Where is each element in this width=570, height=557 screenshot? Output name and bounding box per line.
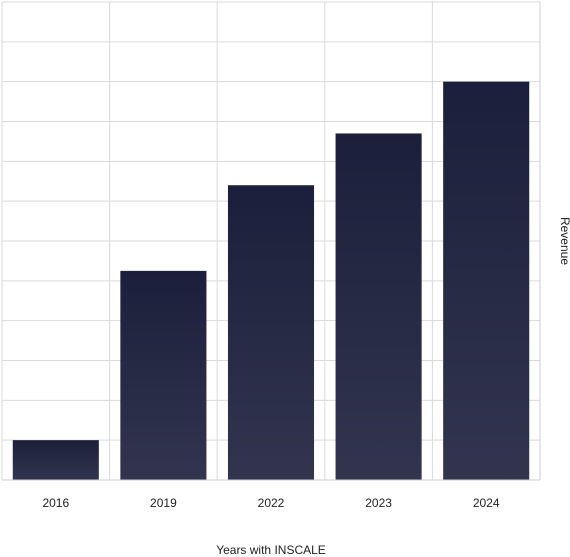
x-tick-label-2024: 2024 [473, 496, 500, 510]
bar-2022 [227, 185, 315, 480]
y-axis-title: Revenue [558, 217, 570, 265]
x-tick-label-2023: 2023 [365, 496, 392, 510]
bar-2019 [120, 270, 207, 480]
axes [2, 2, 541, 481]
x-tick-labels: 2016 2019 2022 2023 2024 [42, 496, 499, 510]
bar-2023 [335, 133, 422, 480]
x-tick-label-2019: 2019 [150, 496, 177, 510]
bar-2016 [12, 440, 99, 480]
bars [12, 81, 530, 481]
x-tick-label-2022: 2022 [258, 496, 285, 510]
x-tick-label-2016: 2016 [42, 496, 69, 510]
x-axis-title: Years with INSCALE [216, 543, 326, 557]
bar-2024 [443, 81, 530, 481]
